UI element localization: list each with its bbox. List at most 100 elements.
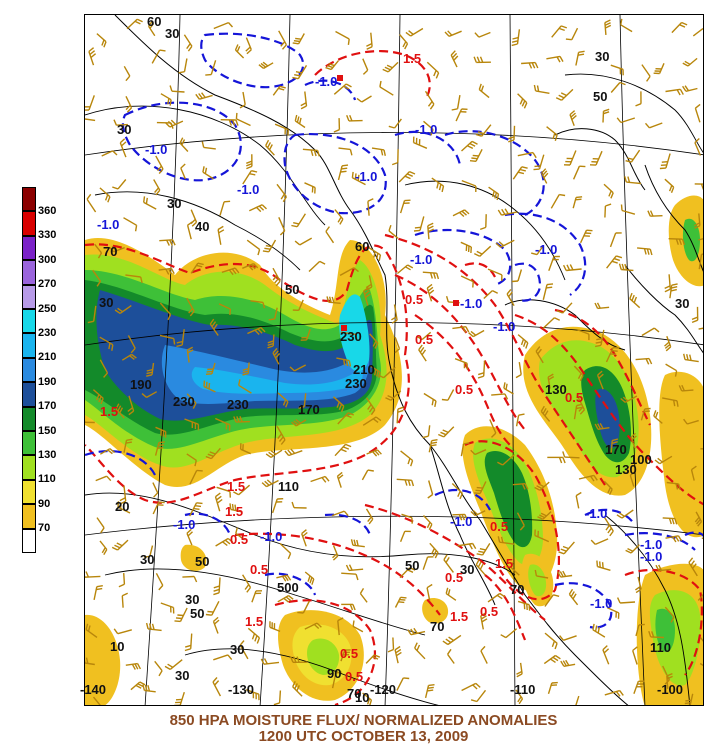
legend-label: 210: [38, 351, 57, 364]
wind-barb: [476, 689, 487, 702]
flux-contour-label: 110: [278, 479, 299, 494]
wind-barb-tick: [521, 166, 528, 169]
flux-contour-label: 30: [185, 592, 200, 607]
wind-barb-tick: [118, 583, 125, 588]
wind-barb: [461, 179, 477, 187]
wind-barb-tick: [679, 24, 686, 28]
wind-barb-tick: [125, 104, 131, 111]
wind-barb: [478, 89, 490, 99]
wind-barb-tick: [445, 295, 449, 303]
wind-barb-tick: [445, 587, 449, 594]
positive-anomaly-label: 0.5: [405, 292, 424, 307]
wind-barb-tick: [198, 93, 203, 99]
wind-barb-tick: [409, 170, 416, 175]
wind-barb-tick: [579, 409, 585, 415]
wind-barb-tick: [211, 321, 217, 328]
wind-barb-tick: [447, 30, 453, 36]
wind-barb-tick: [597, 626, 600, 634]
wind-barb: [392, 637, 395, 650]
wind-barb-tick: [407, 458, 411, 465]
wind-barb-tick: [620, 397, 626, 403]
wind-barb: [649, 122, 663, 129]
legend-label: 250: [38, 302, 57, 315]
wind-barb-tick: [296, 656, 300, 663]
flux-baja-110: [307, 638, 340, 675]
wind-barb-tick: [461, 514, 466, 521]
wind-barb-tick: [372, 656, 379, 660]
positive-anomaly-label: 1.5: [227, 479, 246, 494]
wind-barb: [398, 171, 410, 183]
wind-barb-tick: [477, 131, 484, 135]
wind-barb-tick: [273, 702, 280, 705]
wind-barb: [182, 575, 195, 578]
wind-barb-tick: [166, 239, 170, 246]
wind-barb-tick: [559, 56, 564, 62]
wind-barb: [606, 255, 617, 269]
wind-barb-tick: [154, 187, 160, 193]
wind-barb: [154, 442, 160, 456]
wind-barb-tick: [367, 404, 372, 410]
wind-barb-tick: [373, 251, 376, 258]
wind-barb-tick: [302, 531, 308, 537]
wind-barb-tick: [592, 623, 595, 630]
wind-barb-tick: [366, 46, 373, 50]
wind-barb-tick: [325, 66, 332, 71]
wind-barb: [272, 267, 281, 282]
wind-barb: [569, 150, 577, 166]
wind-barb-tick: [397, 409, 404, 413]
wind-barb-tick: [431, 399, 434, 406]
flux-plume-230: [339, 294, 370, 372]
flux-contour-label: 50: [593, 89, 608, 104]
wind-barb-tick: [655, 564, 660, 571]
wind-barb-tick: [578, 50, 585, 53]
wind-barb: [123, 65, 131, 77]
wind-barb: [304, 182, 316, 189]
wind-barb-tick: [463, 442, 470, 445]
wind-barb-tick: [326, 64, 334, 69]
wind-barb-tick: [268, 318, 275, 321]
wind-barb-tick: [85, 571, 90, 578]
legend-swatch: [22, 333, 36, 358]
map-panel: 60 30 30 50 30 30 40 70 30 190 230 230 50 60 230 210 230…: [84, 14, 704, 706]
wind-barb: [235, 49, 245, 59]
wind-barb-tick: [354, 173, 357, 180]
wind-barb: [365, 654, 375, 664]
wind-barb-tick: [394, 348, 400, 354]
wind-barb: [274, 123, 289, 131]
negative-anomaly-label: -1.0: [97, 217, 120, 232]
wind-barb-tick: [111, 245, 117, 252]
wind-barb-tick: [260, 658, 265, 665]
wind-barb-tick: [227, 654, 233, 661]
wind-barb-tick: [410, 460, 414, 467]
wind-barb: [96, 33, 107, 43]
wind-barb: [575, 52, 580, 66]
wind-barb: [213, 654, 229, 661]
wind-barb: [333, 83, 347, 95]
wind-barb-tick: [157, 447, 164, 449]
legend-label: 150: [38, 424, 57, 437]
wind-barb: [568, 593, 579, 606]
legend-label: 130: [38, 449, 57, 461]
wind-barb-tick: [239, 416, 243, 423]
wind-barb: [501, 211, 518, 216]
legend-swatch: [22, 431, 36, 456]
wind-barb-tick: [287, 449, 293, 455]
wind-barb-tick: [130, 347, 136, 354]
wind-barb-tick: [430, 129, 434, 136]
wind-barb-tick: [262, 61, 269, 67]
negative-anomaly-label: -1.0: [237, 182, 260, 197]
wind-barb-tick: [112, 186, 119, 190]
wind-barb: [303, 393, 307, 407]
wind-barb-tick: [558, 94, 565, 99]
wind-barb-tick: [313, 623, 320, 630]
wind-barb-tick: [173, 338, 176, 345]
flux-contour-label: 30: [165, 26, 180, 41]
wind-barb: [447, 634, 462, 646]
wind-barb-tick: [521, 483, 526, 490]
wind-barb-tick: [569, 110, 576, 116]
wind-barb-tick: [604, 22, 611, 26]
wind-barb: [93, 305, 97, 322]
wind-barb-tick: [470, 449, 476, 456]
wind-barb: [546, 126, 558, 136]
wind-barb-tick: [434, 400, 437, 408]
